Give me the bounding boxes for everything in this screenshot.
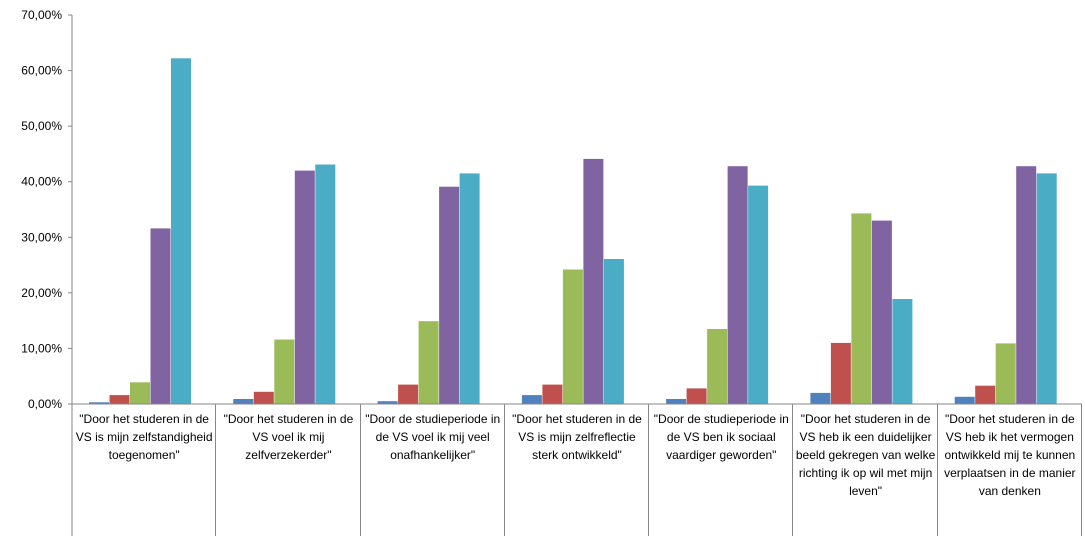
y-tick-label: 60,00% [21, 64, 62, 78]
y-axis-ticks: 0,00% 10,00% 20,00% 30,00% 40,00% 50,00% 60,00… [21, 8, 72, 411]
bar [315, 164, 336, 404]
x-category-label: "Door het studeren in de VS is mijn zelf… [512, 412, 642, 462]
bar [398, 384, 419, 404]
bar [1036, 173, 1057, 404]
bar [150, 228, 171, 404]
bar [130, 382, 150, 404]
bar [377, 401, 398, 404]
bar [459, 173, 480, 404]
x-category-label: "Door de studieperiode in de VS ben ik s… [653, 412, 789, 462]
y-tick-label: 30,00% [21, 230, 62, 244]
bar [521, 395, 542, 404]
bar-series [89, 58, 1057, 405]
bar [1016, 166, 1037, 404]
bar [439, 186, 460, 404]
bar [603, 259, 624, 404]
x-category-label: "Door het studeren in de VS is mijn zelf… [75, 412, 213, 462]
bar [542, 384, 563, 404]
bar [727, 166, 748, 404]
bar [109, 395, 130, 404]
y-tick-label: 50,00% [21, 119, 62, 133]
bar [294, 170, 315, 404]
y-tick-label: 20,00% [21, 286, 62, 300]
bar [975, 385, 996, 404]
bar [253, 391, 274, 404]
bar [871, 220, 892, 404]
bar [954, 396, 975, 404]
y-tick-label: 70,00% [21, 8, 62, 22]
bar [233, 399, 254, 404]
bar [666, 399, 687, 404]
bar [851, 213, 872, 404]
bar [686, 388, 707, 404]
axes [71, 15, 1082, 536]
bar [89, 402, 109, 404]
x-category-label: "Door het studeren in de VS heb ik het v… [944, 412, 1076, 498]
x-category-label: "Door de studieperiode in de VS voel ik … [365, 412, 501, 462]
bar [274, 339, 295, 404]
y-tick-label: 40,00% [21, 175, 62, 189]
bar [892, 299, 913, 404]
bar [171, 58, 191, 405]
y-tick-label: 10,00% [21, 341, 62, 355]
bar [562, 269, 583, 404]
bar [748, 185, 769, 404]
bar [830, 342, 851, 404]
bar [583, 158, 604, 404]
x-category-label: "Door het studeren in de VS voel ik mij … [223, 412, 354, 462]
bar [810, 392, 831, 404]
bar [418, 321, 439, 404]
x-category-label: "Door het studeren in de VS heb ik een d… [795, 412, 936, 498]
bar [707, 329, 728, 404]
bar [995, 343, 1016, 404]
y-tick-label: 0,00% [28, 397, 62, 411]
